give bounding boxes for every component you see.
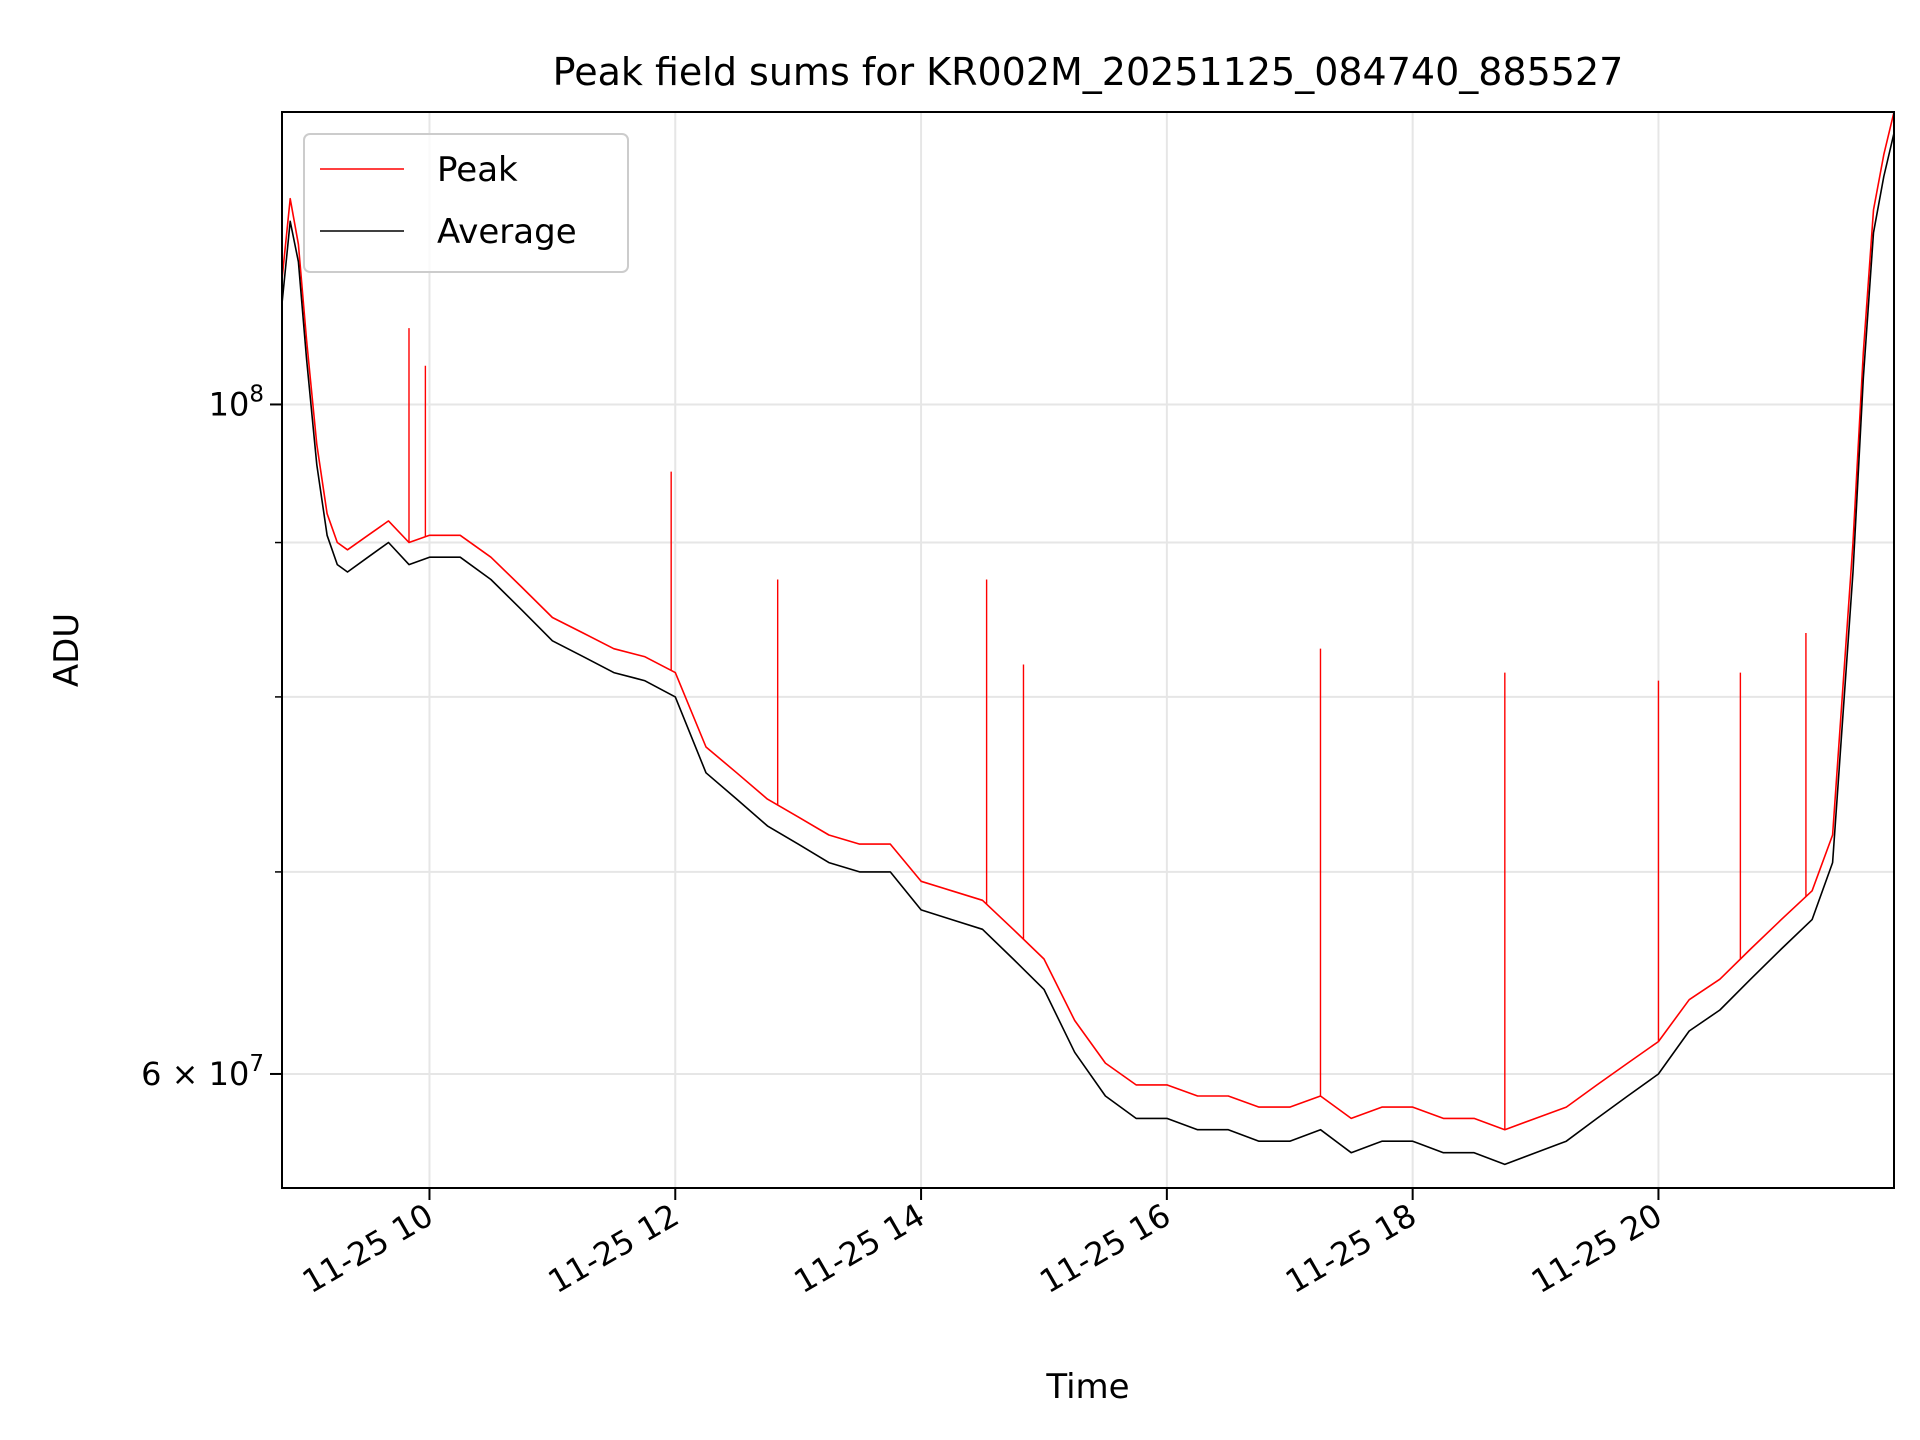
legend-label-average: Average bbox=[437, 212, 577, 252]
legend: Peak Average bbox=[303, 133, 629, 273]
y-tick-label: 6 × 107 bbox=[141, 1051, 264, 1093]
series-lines bbox=[281, 111, 1895, 1166]
series-line-peak bbox=[281, 111, 1895, 1131]
plot-area-frame bbox=[281, 111, 1895, 1189]
series-line-average bbox=[281, 132, 1895, 1166]
x-axis-label: Time bbox=[1045, 1367, 1129, 1407]
y-tick-label: 108 bbox=[209, 381, 264, 423]
y-axis: 108 6 × 107 bbox=[141, 381, 282, 1093]
legend-label-peak: Peak bbox=[437, 150, 518, 190]
y-axis-label: ADU bbox=[47, 613, 87, 687]
chart-title: Peak field sums for KR002M_20251125_0847… bbox=[553, 50, 1624, 94]
grid bbox=[282, 112, 1894, 1188]
